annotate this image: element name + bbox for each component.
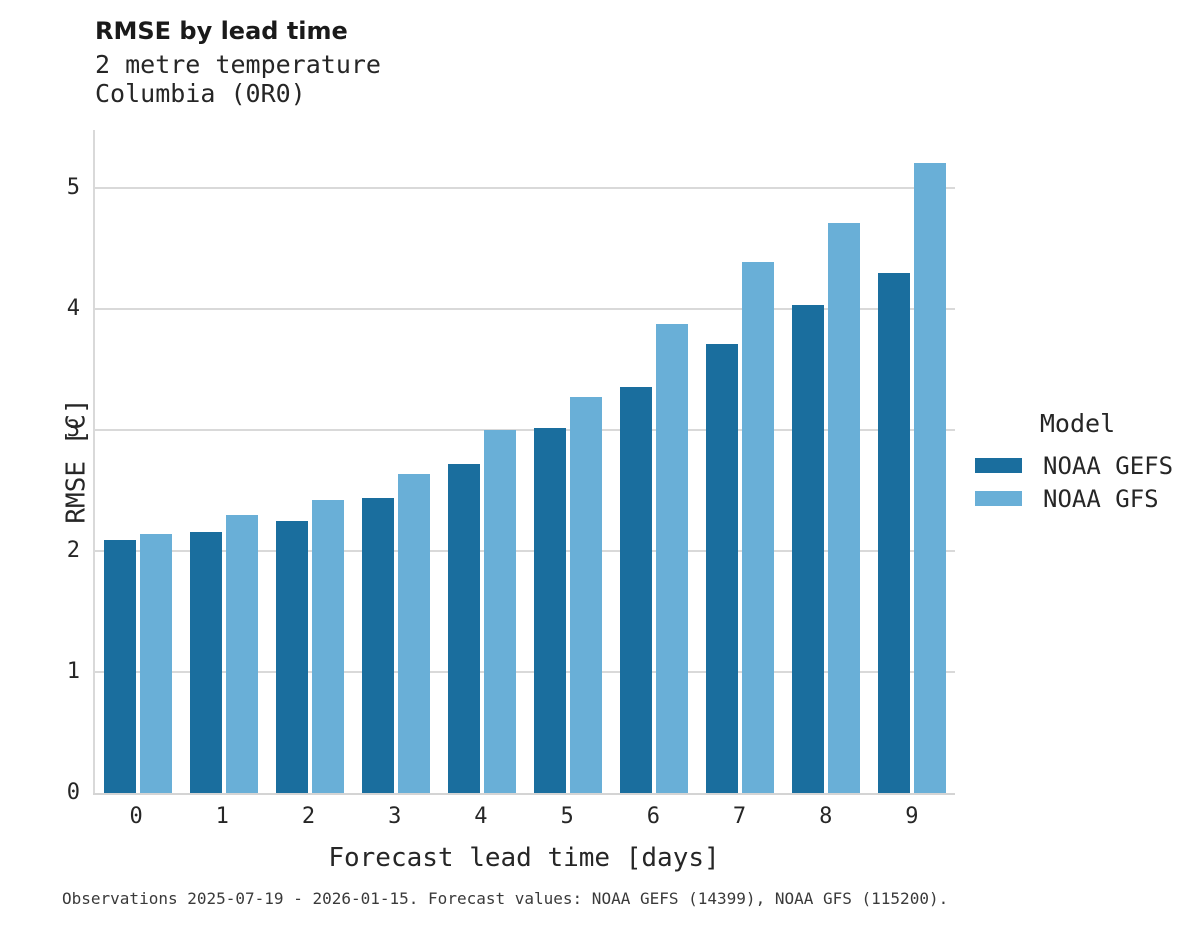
x-tick-4: 4 xyxy=(474,804,488,829)
bar-group-lead-6 xyxy=(611,130,697,793)
bar-noaa-gfs-lead-7 xyxy=(742,261,774,793)
gridline-4 xyxy=(95,308,955,311)
bars-container xyxy=(95,130,955,793)
y-tick-2: 2 xyxy=(66,538,80,564)
y-tick-4: 4 xyxy=(66,296,80,322)
legend-entry-noaa-gefs: NOAA GEFS xyxy=(975,449,1180,482)
gridline-1 xyxy=(95,671,955,674)
legend-entry-noaa-gfs: NOAA GFS xyxy=(975,482,1180,515)
x-axis-label: Forecast lead time [days] xyxy=(328,843,720,873)
bar-group-lead-9 xyxy=(869,130,955,793)
legend-label-noaa-gefs: NOAA GEFS xyxy=(1043,451,1174,480)
bar-noaa-gfs-lead-9 xyxy=(914,162,946,793)
bar-noaa-gfs-lead-0 xyxy=(140,534,172,793)
bar-noaa-gefs-lead-6 xyxy=(620,386,652,793)
x-tick-3: 3 xyxy=(388,804,402,829)
legend-swatch-noaa-gefs xyxy=(975,458,1022,473)
bar-noaa-gefs-lead-2 xyxy=(276,520,308,793)
bar-noaa-gefs-lead-0 xyxy=(104,540,136,793)
y-tick-1: 1 xyxy=(66,659,80,684)
bar-noaa-gefs-lead-1 xyxy=(190,531,222,793)
legend-label-noaa-gfs: NOAA GFS xyxy=(1043,484,1159,513)
x-tick-5: 5 xyxy=(560,804,574,829)
gridline-5 xyxy=(95,187,955,190)
x-tick-0: 0 xyxy=(129,804,143,829)
chart-subtitle-station: Columbia (0R0) xyxy=(95,79,306,108)
bar-noaa-gfs-lead-3 xyxy=(398,473,430,793)
bar-noaa-gefs-lead-3 xyxy=(362,497,394,793)
x-tick-2: 2 xyxy=(301,804,316,829)
bar-group-lead-2 xyxy=(267,130,353,793)
bar-noaa-gefs-lead-7 xyxy=(706,344,738,793)
bar-noaa-gfs-lead-2 xyxy=(312,500,344,793)
bar-group-lead-7 xyxy=(697,130,783,793)
x-axis-line xyxy=(93,792,955,795)
bar-noaa-gefs-lead-5 xyxy=(534,427,566,793)
legend: Model NOAA GEFS NOAA GFS xyxy=(975,410,1180,515)
bar-noaa-gefs-lead-4 xyxy=(448,463,480,793)
y-tick-5: 5 xyxy=(66,175,80,201)
x-tick-1: 1 xyxy=(215,804,229,829)
bar-noaa-gefs-lead-8 xyxy=(792,305,824,793)
legend-swatch-noaa-gfs xyxy=(975,491,1022,506)
bar-noaa-gefs-lead-9 xyxy=(878,272,910,793)
gridline-2 xyxy=(95,550,955,553)
bar-group-lead-0 xyxy=(95,130,181,793)
gridline-3 xyxy=(95,429,955,432)
footnote: Observations 2025-07-19 - 2026-01-15. Fo… xyxy=(62,889,949,908)
y-tick-3: 3 xyxy=(66,417,80,443)
plot-area xyxy=(93,130,955,795)
bar-group-lead-4 xyxy=(439,130,525,793)
bar-group-lead-1 xyxy=(181,130,267,793)
y-axis-ticks: 0 1 2 3 4 5 xyxy=(0,130,80,805)
x-axis-ticks: 0 1 2 3 4 5 6 7 8 9 xyxy=(93,803,955,831)
x-tick-7: 7 xyxy=(732,804,747,829)
bar-group-lead-8 xyxy=(783,130,869,793)
bar-noaa-gfs-lead-6 xyxy=(656,323,688,793)
x-tick-6: 6 xyxy=(646,804,660,829)
x-tick-9: 9 xyxy=(905,804,919,829)
legend-title: Model xyxy=(1039,409,1116,438)
bar-noaa-gfs-lead-4 xyxy=(484,430,516,793)
bar-noaa-gfs-lead-8 xyxy=(828,223,860,793)
x-tick-8: 8 xyxy=(819,804,833,829)
chart-subtitle-variable: 2 metre temperature xyxy=(95,50,381,79)
bar-group-lead-3 xyxy=(353,130,439,793)
bar-group-lead-5 xyxy=(525,130,611,793)
chart-title: RMSE by lead time xyxy=(95,17,348,45)
bar-noaa-gfs-lead-5 xyxy=(570,397,602,793)
bar-noaa-gfs-lead-1 xyxy=(226,514,258,793)
y-tick-0: 0 xyxy=(66,780,80,805)
